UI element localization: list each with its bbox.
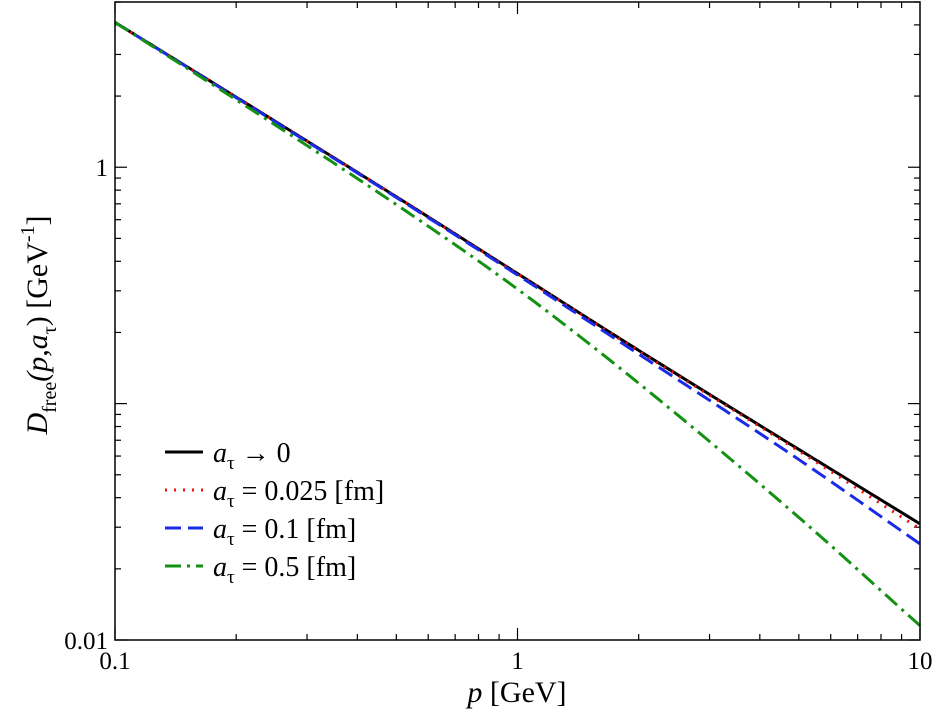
x-axis-variable: p [465,676,482,709]
plot-frame [114,1,921,641]
series-lines [114,21,922,627]
y-tick-label: 1 [96,155,109,182]
tick-labels: 0.1 1 10 0.01 1 [64,155,932,675]
y-axis-subscript: free [39,382,61,413]
x-tick-label: 1 [511,648,524,675]
x-tick-label: 0.1 [99,648,130,675]
x-axis-title: p [GeV] [465,676,566,709]
legend-label-1: aτ → 0 [213,438,291,474]
legend-label-3: aτ = 0.1 [fm] [213,514,356,550]
y-axis-unit: [GeV [21,242,54,316]
series-line-3 [114,21,921,546]
y-axis-tau: τ [39,326,61,334]
x-tick-label: 10 [908,648,933,675]
y-tick-label: 0.01 [64,628,108,655]
y-axis-args-close: ) [21,316,54,326]
legend: aτ → 0aτ = 0.025 [fm]aτ = 0.1 [fm]aτ = 0… [165,438,384,588]
y-axis-unit-close: ] [21,215,54,225]
legend-label-2: aτ = 0.025 [fm] [213,476,384,512]
y-axis-title: Dfree(p,aτ) [GeV-1] [17,215,61,435]
y-axis-unit-exponent: -1 [17,225,39,242]
x-axis-unit: [GeV] [482,676,566,709]
y-axis-args: (p,a [21,334,54,382]
y-axis-symbol: D [21,413,54,436]
series-line-4 [114,21,922,627]
legend-label-4: aτ = 0.5 [fm] [213,552,356,588]
